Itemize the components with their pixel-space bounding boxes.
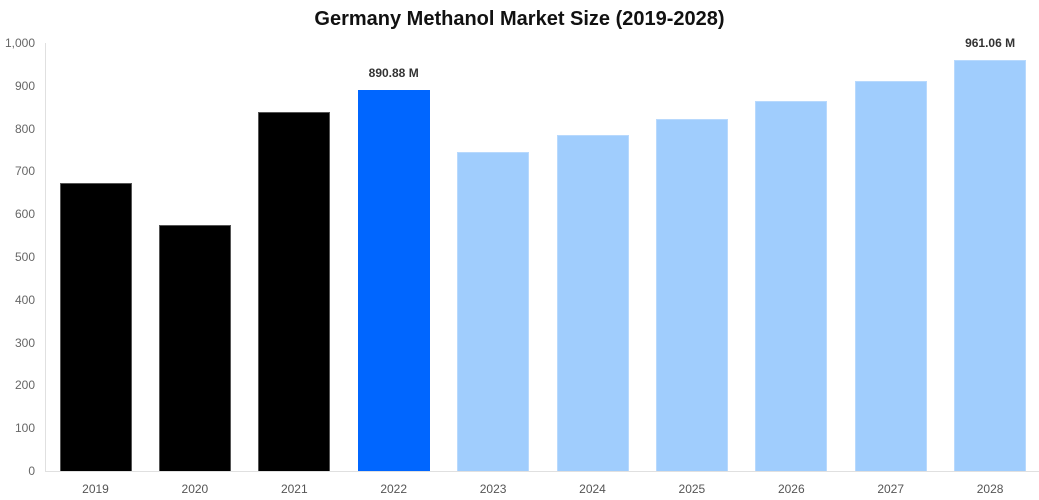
- x-tick-label: 2019: [82, 482, 109, 496]
- chart-title: Germany Methanol Market Size (2019-2028): [314, 8, 725, 30]
- x-axis-line: [45, 471, 1039, 472]
- bar-2025[interactable]: [655, 119, 728, 471]
- x-tick-label: 2025: [678, 482, 706, 496]
- bar-2024[interactable]: [556, 135, 629, 471]
- x-tick-label: 2026: [777, 482, 805, 496]
- y-tick-label: 600: [14, 207, 35, 222]
- bar-2026[interactable]: [755, 101, 828, 471]
- plot-area: [45, 43, 1039, 471]
- x-tick-label: 2027: [877, 482, 905, 496]
- bar-2019[interactable]: [59, 182, 132, 471]
- bar-2027[interactable]: [854, 81, 927, 471]
- x-tick-label: 2022: [380, 482, 408, 496]
- x-tick-label: 2028: [976, 482, 1004, 496]
- y-tick-label: 500: [14, 250, 35, 264]
- y-tick-label: 400: [14, 292, 35, 307]
- y-tick-label: 1,000: [4, 36, 35, 50]
- bar-2028[interactable]: [954, 59, 1027, 471]
- y-tick-label: 200: [14, 378, 35, 393]
- bar-2023[interactable]: [457, 152, 530, 471]
- x-tick-label: 2020: [181, 482, 209, 496]
- x-tick-label: 2021: [280, 482, 308, 496]
- y-tick-label: 300: [14, 335, 35, 350]
- y-tick-label: 100: [14, 421, 35, 436]
- x-tick-label: 2024: [579, 482, 606, 496]
- value-label: 890.88 M: [368, 65, 419, 80]
- y-tick-label: 700: [14, 164, 35, 179]
- value-label: 961.06 M: [965, 35, 1016, 50]
- y-axis-line: [45, 43, 46, 471]
- bar-2022[interactable]: [357, 89, 430, 471]
- y-tick-label: 800: [14, 121, 35, 136]
- bar-2021[interactable]: [258, 111, 331, 471]
- bar-2020[interactable]: [158, 224, 231, 471]
- y-tick-label: 0: [28, 464, 35, 478]
- x-tick-label: 2023: [479, 482, 507, 496]
- y-tick-label: 900: [14, 78, 35, 93]
